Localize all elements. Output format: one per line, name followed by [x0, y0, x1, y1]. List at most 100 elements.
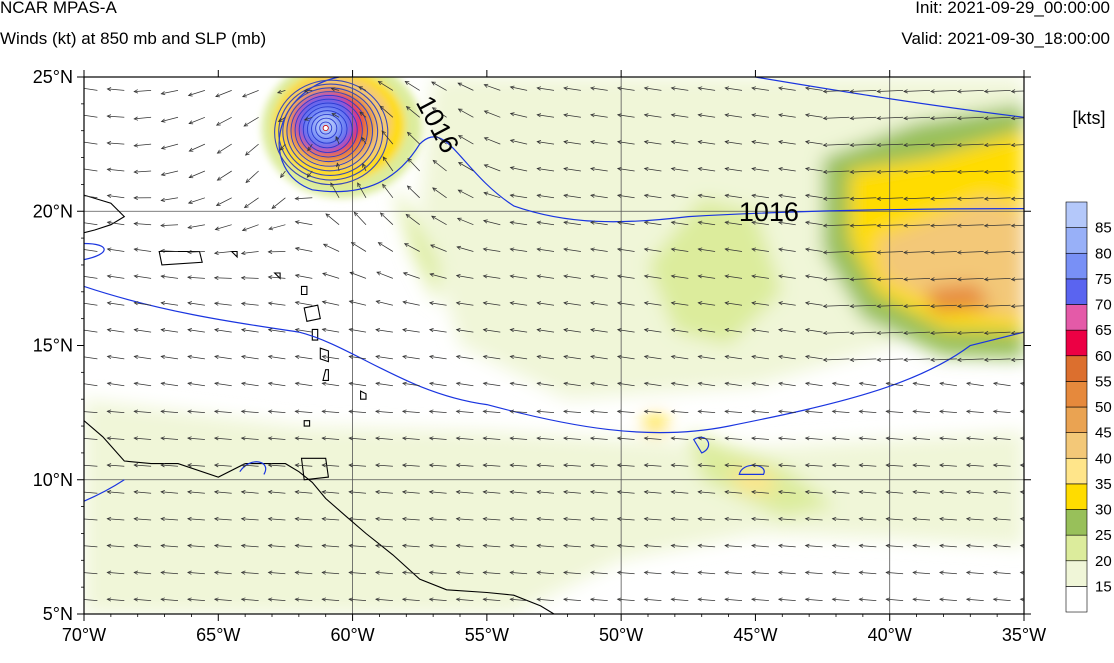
wind-vector	[429, 302, 447, 306]
wind-vector	[644, 141, 662, 145]
wind-vector	[268, 302, 286, 306]
wind-vector-head	[240, 463, 246, 468]
colorbar-box	[1065, 534, 1088, 562]
wind-vector-head	[430, 244, 435, 249]
isobar-hurricane-ring	[311, 113, 343, 144]
wind-vector	[850, 251, 877, 253]
wind-vector-head	[563, 597, 568, 602]
wind-vector-head	[965, 543, 971, 548]
wind-vector	[644, 356, 662, 360]
colorbar-level-label: 75	[1095, 271, 1112, 288]
wind-vector-head	[903, 304, 908, 309]
wind-vector-head	[876, 277, 881, 282]
wind-vector-head	[589, 409, 595, 414]
wind-vector	[725, 545, 743, 548]
wind-vector	[778, 464, 796, 467]
wind-vector-head	[294, 570, 300, 575]
wind-vector-head	[670, 166, 676, 172]
wind-vector-head	[402, 272, 408, 276]
wind-vector	[241, 303, 259, 306]
wind-vector	[590, 382, 608, 387]
colorbar-box	[1065, 381, 1088, 408]
wind-vector	[698, 491, 716, 494]
wind-vector	[805, 598, 823, 601]
wind-vector	[832, 598, 850, 601]
wind-vector	[859, 382, 877, 387]
wind-vector	[214, 518, 232, 521]
wind-vector	[134, 170, 152, 173]
wind-vector-head	[616, 516, 622, 522]
wind-vector	[107, 410, 125, 413]
wind-vector-head	[482, 219, 488, 224]
wind-vector	[378, 81, 394, 91]
wind-vector-head	[670, 436, 676, 441]
wind-vector-head	[849, 196, 855, 201]
wind-vector	[805, 545, 823, 548]
wind-vector	[590, 194, 608, 199]
wind-vector	[725, 141, 743, 145]
wind-vector-head	[294, 300, 300, 306]
wind-vector-head	[1010, 223, 1016, 228]
wind-vector-head	[822, 357, 828, 362]
wind-vector-head	[276, 89, 282, 94]
wind-vector	[778, 141, 796, 145]
wind-vector	[778, 114, 796, 118]
isobar-segment	[84, 479, 125, 502]
wind-vector-head	[375, 436, 380, 441]
wind-vector	[939, 382, 957, 387]
wind-vector	[510, 598, 528, 601]
wind-vector	[295, 329, 313, 333]
wind-vector-head	[822, 277, 828, 282]
wind-vector	[243, 116, 259, 127]
wind-vector-head	[876, 223, 881, 228]
wind-vector-head	[536, 354, 542, 360]
wind-vector	[751, 168, 769, 172]
wind-vector-head	[240, 250, 246, 256]
wind-vector	[563, 518, 581, 521]
wind-vector-head	[509, 85, 515, 90]
wind-vector-head	[160, 145, 166, 150]
wind-vector	[903, 278, 931, 280]
wind-vector	[245, 170, 259, 183]
wind-vector-head	[321, 543, 327, 548]
wind-vector-head	[536, 409, 541, 414]
wind-vector	[134, 382, 152, 387]
wind-vector	[537, 598, 555, 601]
wind-vector	[671, 221, 689, 226]
wind-vector	[268, 437, 286, 440]
wind-vector-head	[563, 166, 569, 172]
wind-vector-head	[330, 87, 336, 92]
wind-vector	[214, 410, 232, 413]
wind-vector	[832, 437, 850, 440]
wind-vector	[216, 197, 232, 206]
wind-vector-head	[509, 409, 515, 414]
wind-vector	[778, 221, 796, 226]
wind-vector-head	[992, 490, 998, 495]
wind-vector-head	[616, 140, 622, 145]
wind-vector	[913, 572, 931, 575]
wind-vector-head	[160, 223, 165, 228]
wind-vector	[432, 187, 447, 199]
wind-vector	[877, 197, 904, 200]
wind-vector-head	[697, 354, 703, 360]
wind-vector	[725, 194, 743, 199]
wind-vector	[214, 277, 232, 279]
wind-vector	[510, 382, 528, 387]
wind-vector	[537, 221, 555, 226]
wind-vector	[241, 545, 259, 548]
wind-vector	[349, 356, 367, 360]
wind-vector-head	[804, 409, 810, 414]
wind-vector-head	[849, 223, 855, 228]
wind-vector-head	[294, 543, 300, 548]
wind-vector-head	[804, 490, 810, 495]
wind-vector	[483, 302, 501, 306]
wind-vector	[832, 572, 850, 575]
wind-vector	[644, 598, 662, 601]
wind-vector-head	[616, 463, 622, 468]
wind-vector	[966, 437, 984, 440]
wind-vector	[161, 356, 179, 360]
wind-vector-head	[401, 409, 407, 414]
wind-vector	[751, 275, 769, 279]
wind-vector	[335, 136, 340, 145]
island-guadeloupe	[303, 304, 321, 322]
